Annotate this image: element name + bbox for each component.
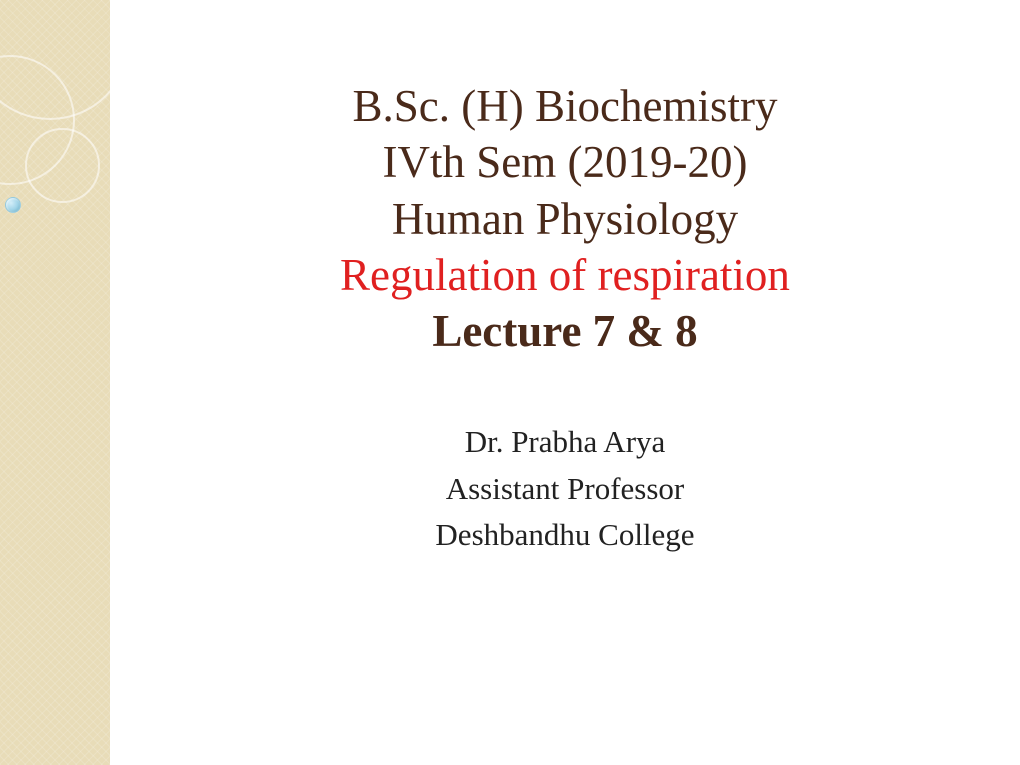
author-institution: Deshbandhu College — [435, 512, 694, 559]
title-line-bold: Lecture 7 & 8 — [340, 303, 790, 359]
title-line-highlight: Regulation of respiration — [340, 247, 790, 303]
title-line-1: B.Sc. (H) Biochemistry — [340, 78, 790, 134]
slide-content: B.Sc. (H) Biochemistry IVth Sem (2019-20… — [110, 0, 1020, 765]
decorative-sidebar — [0, 0, 110, 765]
title-line-2: IVth Sem (2019-20) — [340, 134, 790, 190]
author-position: Assistant Professor — [435, 466, 694, 513]
circle-decoration — [25, 128, 100, 203]
title-line-3: Human Physiology — [340, 191, 790, 247]
circle-decoration — [0, 55, 75, 185]
bubble-icon — [5, 197, 21, 213]
author-block: Dr. Prabha Arya Assistant Professor Desh… — [435, 419, 694, 559]
author-name: Dr. Prabha Arya — [435, 419, 694, 466]
title-block: B.Sc. (H) Biochemistry IVth Sem (2019-20… — [340, 78, 790, 359]
